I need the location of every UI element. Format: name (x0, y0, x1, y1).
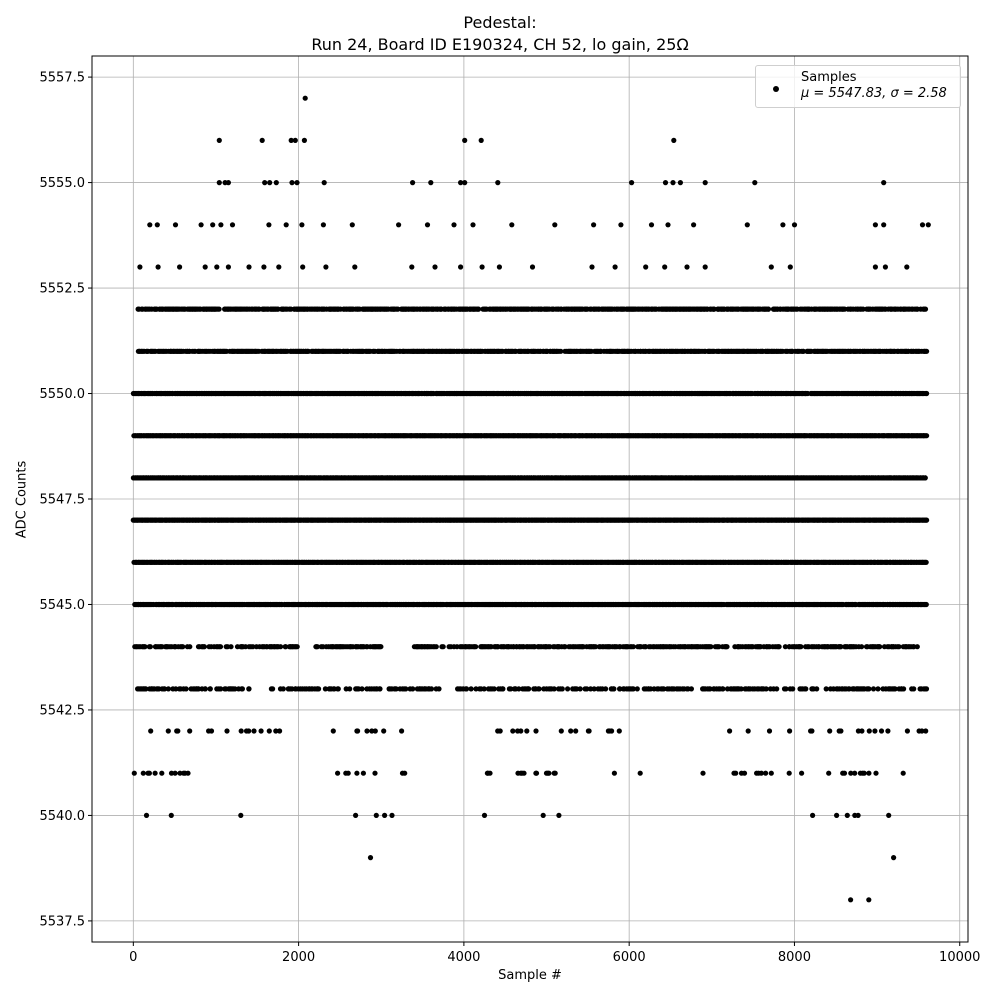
sample-point (924, 348, 930, 354)
sample-point (765, 306, 772, 312)
sample-point (924, 433, 930, 439)
sample-point (922, 306, 929, 312)
sample-point (800, 348, 807, 354)
sample-point (860, 306, 866, 312)
data-points (130, 95, 931, 903)
sample-point (924, 517, 930, 523)
sample-point (924, 390, 930, 397)
sample-point (476, 306, 482, 312)
sample-point (922, 475, 928, 481)
grid-lines (92, 56, 968, 942)
sample-point (216, 306, 222, 312)
sample-point (711, 306, 717, 312)
sample-point (558, 348, 564, 354)
